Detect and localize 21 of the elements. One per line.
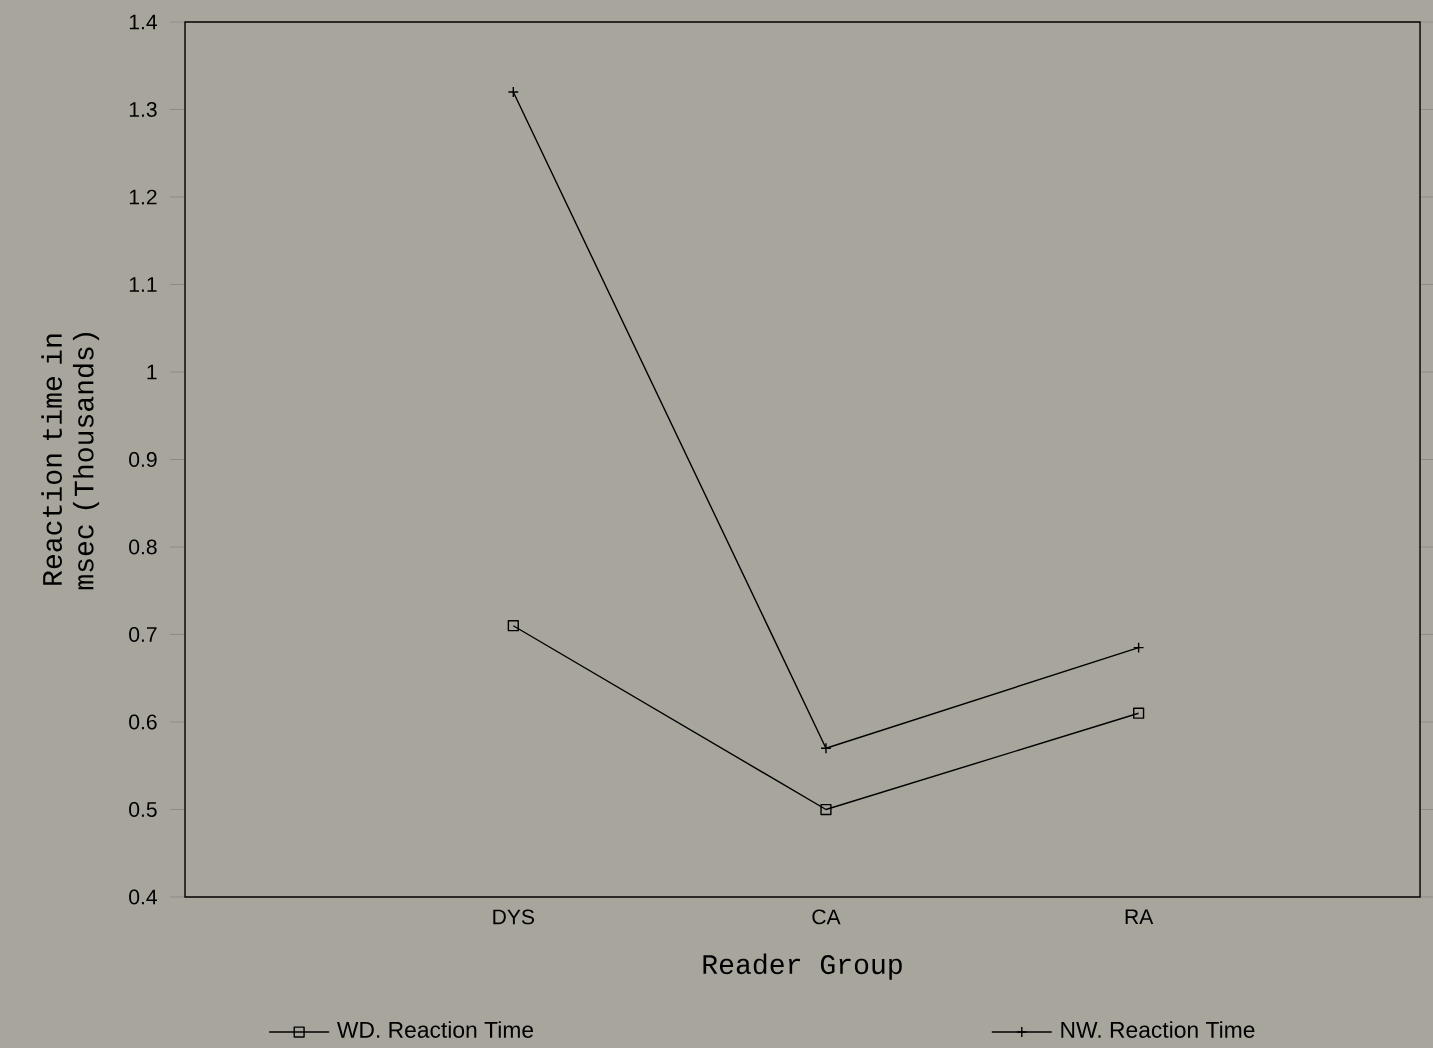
y-axis-title: Reaction time in msec (Thousands)	[41, 333, 100, 590]
y-tick-label: 0.9	[129, 452, 157, 467]
y-tick-label: 1.3	[129, 102, 157, 117]
y-tick-label: 0.5	[129, 802, 157, 817]
x-tick-label: CA	[812, 909, 841, 925]
y-tick-label: 1.1	[129, 277, 157, 292]
y-tick-label: 1.2	[129, 189, 157, 205]
x-tick-label: RA	[1125, 909, 1154, 924]
x-axis-title: Reader Group	[703, 953, 902, 980]
y-tick-label: 1	[147, 364, 157, 380]
y-tick-label: 1.4	[129, 14, 157, 30]
y-tick-label: 0.7	[129, 627, 157, 642]
point	[820, 803, 832, 816]
point	[507, 620, 519, 632]
y-tick-label: 0.4	[129, 889, 157, 905]
y-tick-label: 0.6	[129, 714, 157, 730]
point	[1133, 707, 1145, 719]
y-tick-label: 0.8	[129, 539, 157, 555]
legend-label: NW. Reaction Time	[1061, 1021, 1255, 1038]
x-tick-label: DYS	[493, 909, 535, 925]
legend-label: WD. Reaction Time	[336, 1021, 534, 1038]
